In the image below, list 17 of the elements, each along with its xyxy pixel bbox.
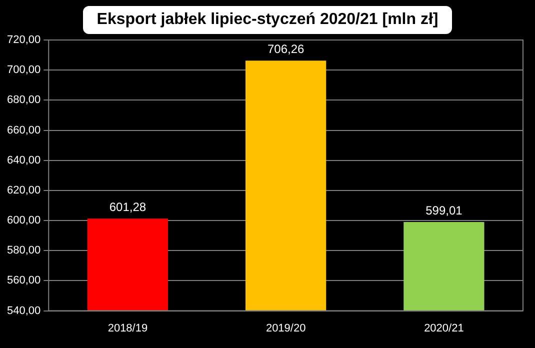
- y-tick-label: 700,00: [6, 64, 41, 76]
- y-tick-label: 560,00: [6, 274, 41, 287]
- y-tick-label: 720,00: [6, 34, 41, 46]
- x-tick-label: 2018/19: [108, 322, 148, 334]
- y-tick-label: 600,00: [6, 214, 41, 227]
- data-label: 706,26: [267, 42, 304, 56]
- y-tick-label: 660,00: [6, 124, 41, 136]
- x-tick-label: 2019/20: [266, 322, 306, 334]
- y-tick-label: 640,00: [6, 154, 41, 166]
- x-tick-label: 2020/21: [424, 322, 464, 334]
- y-tick-label: 580,00: [6, 244, 41, 257]
- y-tick-label: 620,00: [6, 184, 41, 196]
- chart-title: Eksport jabłek lipiec-styczeń 2020/21 [mln zł]: [82, 6, 452, 34]
- data-label: 599,01: [426, 203, 463, 218]
- data-label: 601,28: [109, 200, 146, 214]
- y-tick-label: 680,00: [6, 94, 41, 106]
- y-tick-label: 540,00: [6, 304, 41, 317]
